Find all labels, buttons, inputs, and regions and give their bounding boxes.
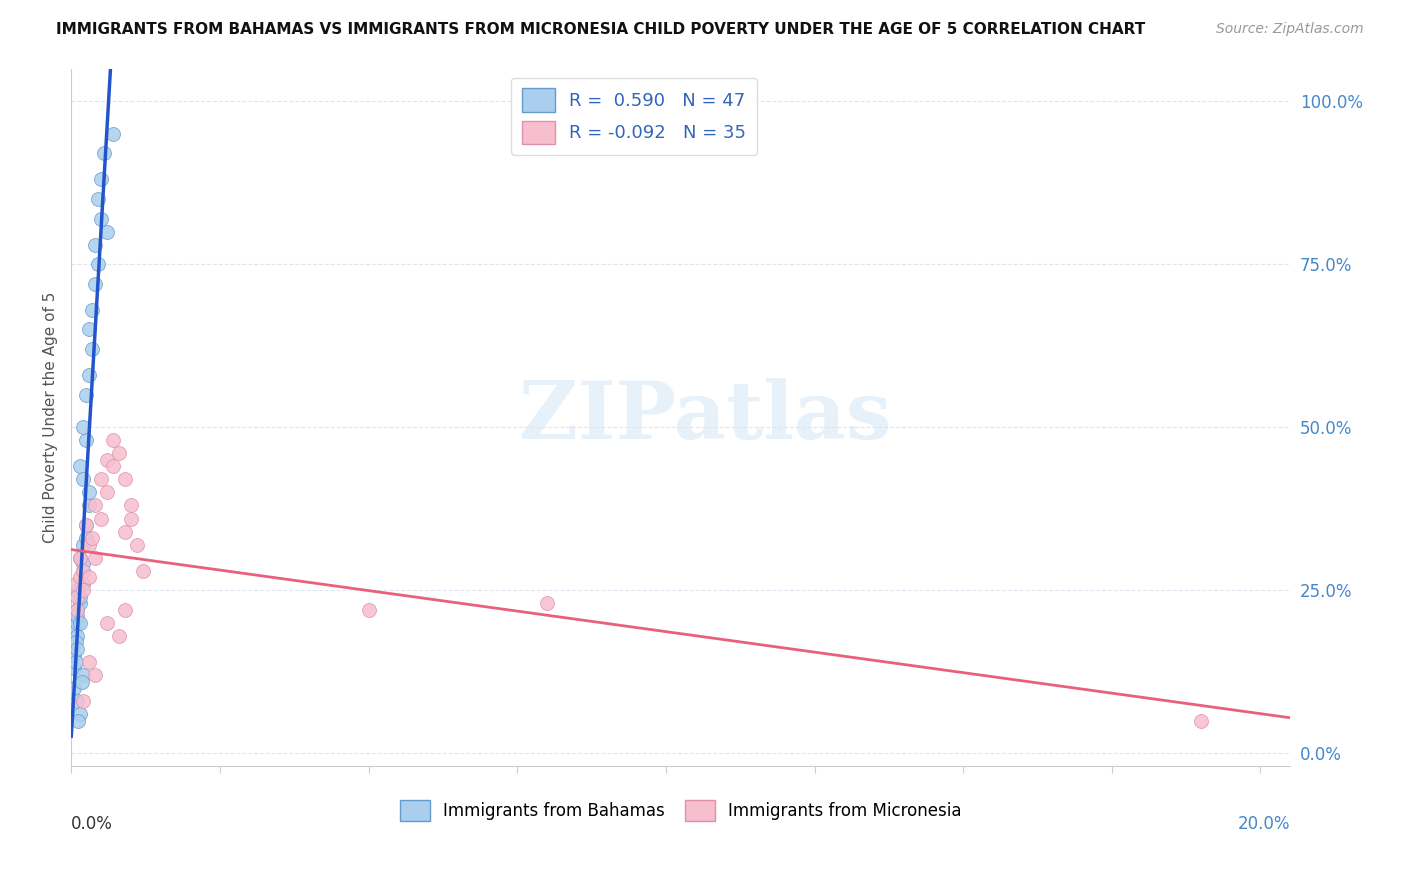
Point bbox=[69, 550, 91, 565]
Point bbox=[77, 322, 100, 336]
Point bbox=[84, 499, 107, 513]
Point bbox=[72, 557, 94, 571]
Point bbox=[96, 452, 118, 467]
Point bbox=[96, 485, 118, 500]
Point bbox=[72, 564, 94, 578]
Point bbox=[84, 550, 107, 565]
Point bbox=[1189, 714, 1212, 728]
Point bbox=[90, 211, 112, 226]
Point bbox=[75, 387, 97, 401]
Point bbox=[77, 485, 100, 500]
Point bbox=[101, 127, 124, 141]
Point bbox=[131, 564, 153, 578]
Point bbox=[72, 472, 94, 486]
Point bbox=[67, 714, 90, 728]
Point bbox=[66, 583, 89, 598]
Point bbox=[357, 603, 380, 617]
Point bbox=[75, 518, 97, 533]
Point bbox=[114, 524, 136, 539]
Point bbox=[69, 590, 91, 604]
Point bbox=[120, 511, 142, 525]
Point bbox=[87, 257, 110, 271]
Point bbox=[77, 368, 100, 382]
Point bbox=[70, 674, 93, 689]
Point bbox=[69, 615, 91, 630]
Point bbox=[63, 681, 86, 695]
Point bbox=[72, 668, 94, 682]
Point bbox=[65, 655, 87, 669]
Point bbox=[72, 564, 94, 578]
Point bbox=[72, 583, 94, 598]
Point bbox=[65, 635, 87, 649]
Point bbox=[82, 531, 104, 545]
Legend: Immigrants from Bahamas, Immigrants from Micronesia: Immigrants from Bahamas, Immigrants from… bbox=[394, 793, 969, 828]
Point bbox=[77, 499, 100, 513]
Point bbox=[66, 609, 89, 624]
Point bbox=[125, 538, 148, 552]
Point bbox=[77, 655, 100, 669]
Point bbox=[72, 694, 94, 708]
Point bbox=[63, 623, 86, 637]
Point bbox=[82, 302, 104, 317]
Point bbox=[108, 629, 131, 643]
Point bbox=[77, 570, 100, 584]
Point bbox=[65, 576, 87, 591]
Point bbox=[108, 446, 131, 460]
Point bbox=[82, 342, 104, 356]
Point bbox=[63, 648, 86, 663]
Point bbox=[90, 472, 112, 486]
Point bbox=[84, 237, 107, 252]
Text: IMMIGRANTS FROM BAHAMAS VS IMMIGRANTS FROM MICRONESIA CHILD POVERTY UNDER THE AG: IMMIGRANTS FROM BAHAMAS VS IMMIGRANTS FR… bbox=[56, 22, 1146, 37]
Point bbox=[66, 694, 89, 708]
Point bbox=[84, 277, 107, 291]
Point bbox=[75, 434, 97, 448]
Point bbox=[90, 511, 112, 525]
Point bbox=[69, 596, 91, 610]
Point bbox=[96, 615, 118, 630]
Point bbox=[536, 596, 558, 610]
Point bbox=[66, 603, 89, 617]
Text: ZIPatlas: ZIPatlas bbox=[519, 378, 891, 457]
Point bbox=[69, 707, 91, 722]
Point bbox=[120, 499, 142, 513]
Text: Source: ZipAtlas.com: Source: ZipAtlas.com bbox=[1216, 22, 1364, 37]
Y-axis label: Child Poverty Under the Age of 5: Child Poverty Under the Age of 5 bbox=[44, 292, 58, 543]
Point bbox=[114, 603, 136, 617]
Point bbox=[69, 459, 91, 474]
Point bbox=[66, 603, 89, 617]
Point bbox=[75, 518, 97, 533]
Point bbox=[66, 629, 89, 643]
Point bbox=[90, 172, 112, 186]
Point bbox=[66, 615, 89, 630]
Point bbox=[114, 472, 136, 486]
Point bbox=[69, 550, 91, 565]
Text: 0.0%: 0.0% bbox=[72, 815, 114, 833]
Point bbox=[63, 661, 86, 675]
Point bbox=[72, 420, 94, 434]
Point bbox=[72, 538, 94, 552]
Point bbox=[84, 668, 107, 682]
Point bbox=[66, 590, 89, 604]
Text: 20.0%: 20.0% bbox=[1237, 815, 1291, 833]
Point bbox=[77, 538, 100, 552]
Point bbox=[101, 434, 124, 448]
Point bbox=[75, 531, 97, 545]
Point bbox=[66, 642, 89, 657]
Point bbox=[72, 576, 94, 591]
Point bbox=[96, 225, 118, 239]
Point bbox=[101, 459, 124, 474]
Point bbox=[87, 192, 110, 206]
Point bbox=[69, 570, 91, 584]
Point bbox=[93, 146, 115, 161]
